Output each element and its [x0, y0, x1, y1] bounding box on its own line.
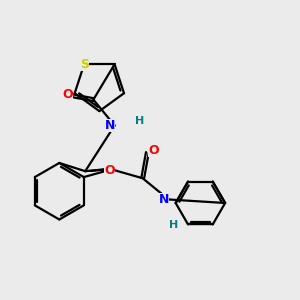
Text: N: N — [159, 193, 169, 206]
Text: O: O — [104, 164, 115, 176]
Text: O: O — [62, 88, 73, 101]
Text: H: H — [169, 220, 178, 230]
Text: O: O — [148, 143, 159, 157]
Text: N: N — [105, 119, 115, 132]
Text: H: H — [135, 116, 144, 126]
Text: S: S — [80, 58, 88, 71]
